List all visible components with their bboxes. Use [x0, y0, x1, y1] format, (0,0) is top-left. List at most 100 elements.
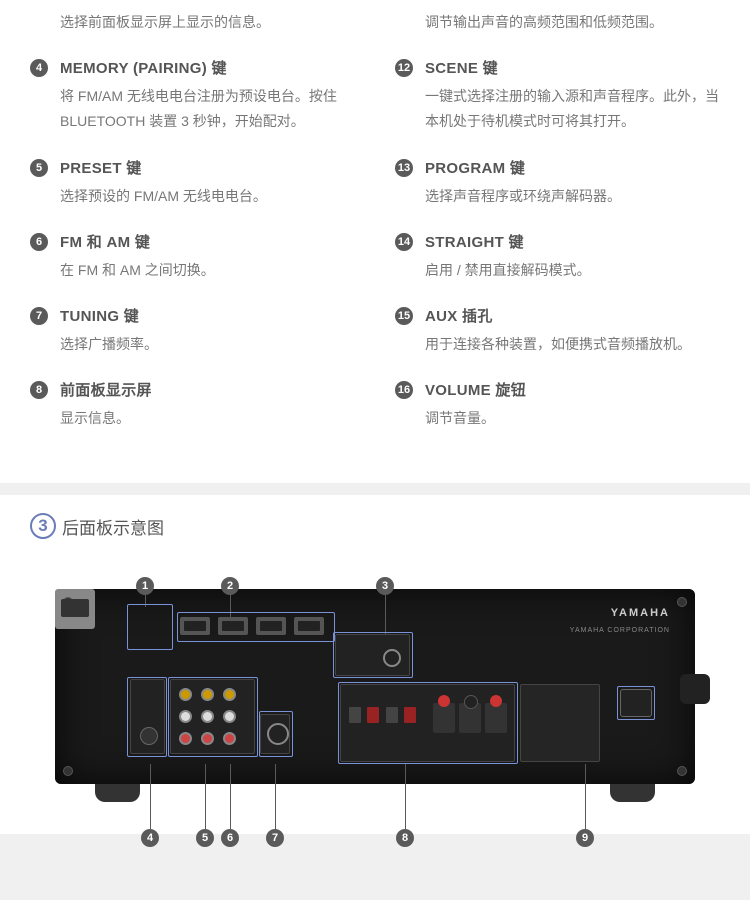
spec-label	[520, 684, 600, 762]
item-number-badge: 14	[395, 233, 413, 251]
item-title: AUX 插孔	[425, 305, 720, 326]
hdmi-port	[256, 617, 286, 635]
item-description: 选择预设的 FM/AM 无线电电台。	[60, 184, 355, 209]
item-title: PROGRAM 键	[425, 157, 720, 178]
feature-item: 16 VOLUME 旋钮调节音量。	[395, 379, 720, 431]
rca-jack	[179, 710, 192, 723]
item-number-badge: 8	[30, 381, 48, 399]
item-body: 选择前面板显示屏上显示的信息。	[60, 10, 355, 35]
feature-item: 14 STRAIGHT 键启用 / 禁用直接解码模式。	[395, 231, 720, 283]
device-chassis: YAMAHA YAMAHA CORPORATION	[55, 589, 695, 784]
rear-panel-diagram: YAMAHA YAMAHA CORPORATION	[30, 549, 720, 814]
brand-logo: YAMAHA	[611, 607, 670, 619]
callout-lead-line	[230, 595, 231, 617]
item-body: PROGRAM 键选择声音程序或环绕声解码器。	[425, 157, 720, 209]
item-description: 选择声音程序或环绕声解码器。	[425, 184, 720, 209]
feature-item: 4 MEMORY (PAIRING) 键将 FM/AM 无线电电台注册为预设电台。…	[30, 57, 355, 134]
left-column: 选择前面板显示屏上显示的信息。 4 MEMORY (PAIRING) 键将 FM/A…	[30, 10, 355, 453]
feature-item: 选择前面板显示屏上显示的信息。	[30, 10, 355, 35]
item-number-badge: 5	[30, 159, 48, 177]
item-title: FM 和 AM 键	[60, 231, 355, 252]
item-title: PRESET 键	[60, 157, 355, 178]
rca-jack	[201, 710, 214, 723]
item-description: 调节音量。	[425, 406, 720, 431]
hdmi-port	[218, 617, 248, 635]
diagram-callout: 6	[221, 829, 239, 847]
item-body: SCENE 键一键式选择注册的输入源和声音程序。此外，当本机处于待机模式时可将其…	[425, 57, 720, 134]
feature-item: 8 前面板显示屏显示信息。	[30, 379, 355, 431]
section-title: 后面板示意图	[62, 514, 164, 539]
antenna-panel	[335, 634, 410, 676]
item-body: STRAIGHT 键启用 / 禁用直接解码模式。	[425, 231, 720, 283]
callout-lead-line	[205, 764, 206, 829]
item-description: 在 FM 和 AM 之间切换。	[60, 258, 355, 283]
callout-lead-line	[230, 764, 231, 829]
feature-list: 选择前面板显示屏上显示的信息。 4 MEMORY (PAIRING) 键将 FM/A…	[30, 0, 720, 483]
subwoofer-out	[260, 714, 290, 754]
binding-post	[459, 703, 481, 733]
callout-lead-line	[275, 764, 276, 829]
section-header: 3 后面板示意图	[30, 495, 720, 549]
av-input-panel	[170, 679, 255, 754]
item-title: VOLUME 旋钮	[425, 379, 720, 400]
diagram-callout: 7	[266, 829, 284, 847]
corporation-text: YAMAHA CORPORATION	[570, 627, 670, 634]
item-body: TUNING 键选择广播频率。	[60, 305, 355, 357]
item-description: 选择前面板显示屏上显示的信息。	[60, 10, 355, 35]
diagram-callout: 8	[396, 829, 414, 847]
callout-lead-line	[385, 595, 386, 634]
feature-item: 6 FM 和 AM 键在 FM 和 AM 之间切换。	[30, 231, 355, 283]
item-title: MEMORY (PAIRING) 键	[60, 57, 355, 78]
callout-lead-line	[150, 764, 151, 829]
item-number-badge: 15	[395, 307, 413, 325]
feature-item: 7 TUNING 键选择广播频率。	[30, 305, 355, 357]
diagram-callout: 5	[196, 829, 214, 847]
item-title: TUNING 键	[60, 305, 355, 326]
item-body: PRESET 键选择预设的 FM/AM 无线电电台。	[60, 157, 355, 209]
item-description: 显示信息。	[60, 406, 355, 431]
feature-item: 5 PRESET 键选择预设的 FM/AM 无线电电台。	[30, 157, 355, 209]
diagram-callout: 9	[576, 829, 594, 847]
item-body: FM 和 AM 键在 FM 和 AM 之间切换。	[60, 231, 355, 283]
callout-lead-line	[145, 595, 146, 607]
feature-item: 调节输出声音的高频范围和低频范围。	[395, 10, 720, 35]
item-description: 一键式选择注册的输入源和声音程序。此外，当本机处于待机模式时可将其打开。	[425, 84, 720, 134]
item-description: 将 FM/AM 无线电电台注册为预设电台。按住 BLUETOOTH 装置 3 秒…	[60, 84, 355, 134]
item-number-badge: 7	[30, 307, 48, 325]
rca-jack	[179, 688, 192, 701]
item-body: AUX 插孔用于连接各种装置，如便携式音频播放机。	[425, 305, 720, 357]
misc-panel	[130, 679, 165, 754]
item-body: MEMORY (PAIRING) 键将 FM/AM 无线电电台注册为预设电台。按…	[60, 57, 355, 134]
feature-item: 12 SCENE 键一键式选择注册的输入源和声音程序。此外，当本机处于待机模式时可…	[395, 57, 720, 134]
speaker-terminals	[340, 684, 515, 762]
binding-post	[433, 703, 455, 733]
rca-jack	[201, 732, 214, 745]
item-number-badge: 6	[30, 233, 48, 251]
item-title: 前面板显示屏	[60, 379, 355, 400]
callout-lead-line	[405, 764, 406, 829]
screw-icon	[677, 766, 687, 776]
item-title: SCENE 键	[425, 57, 720, 78]
feature-item: 15 AUX 插孔用于连接各种装置，如便携式音频播放机。	[395, 305, 720, 357]
power-cord	[680, 674, 710, 704]
section-number-badge: 3	[30, 513, 56, 539]
item-number-badge: 4	[30, 59, 48, 77]
item-number-badge: 13	[395, 159, 413, 177]
item-description: 用于连接各种装置，如便携式音频播放机。	[425, 332, 720, 357]
device-foot	[95, 784, 140, 802]
power-inlet	[620, 689, 652, 717]
item-number-badge: 16	[395, 381, 413, 399]
item-body: 前面板显示屏显示信息。	[60, 379, 355, 431]
hdmi-port	[180, 617, 210, 635]
item-number-badge: 12	[395, 59, 413, 77]
hdmi-in-row	[180, 617, 324, 635]
hdmi-port	[294, 617, 324, 635]
rca-jack	[179, 732, 192, 745]
hdmi-out-port	[55, 589, 95, 629]
screw-icon	[677, 597, 687, 607]
binding-post	[485, 703, 507, 733]
item-description: 启用 / 禁用直接解码模式。	[425, 258, 720, 283]
callout-lead-line	[585, 764, 586, 829]
screw-icon	[63, 766, 73, 776]
rca-jack	[223, 732, 236, 745]
